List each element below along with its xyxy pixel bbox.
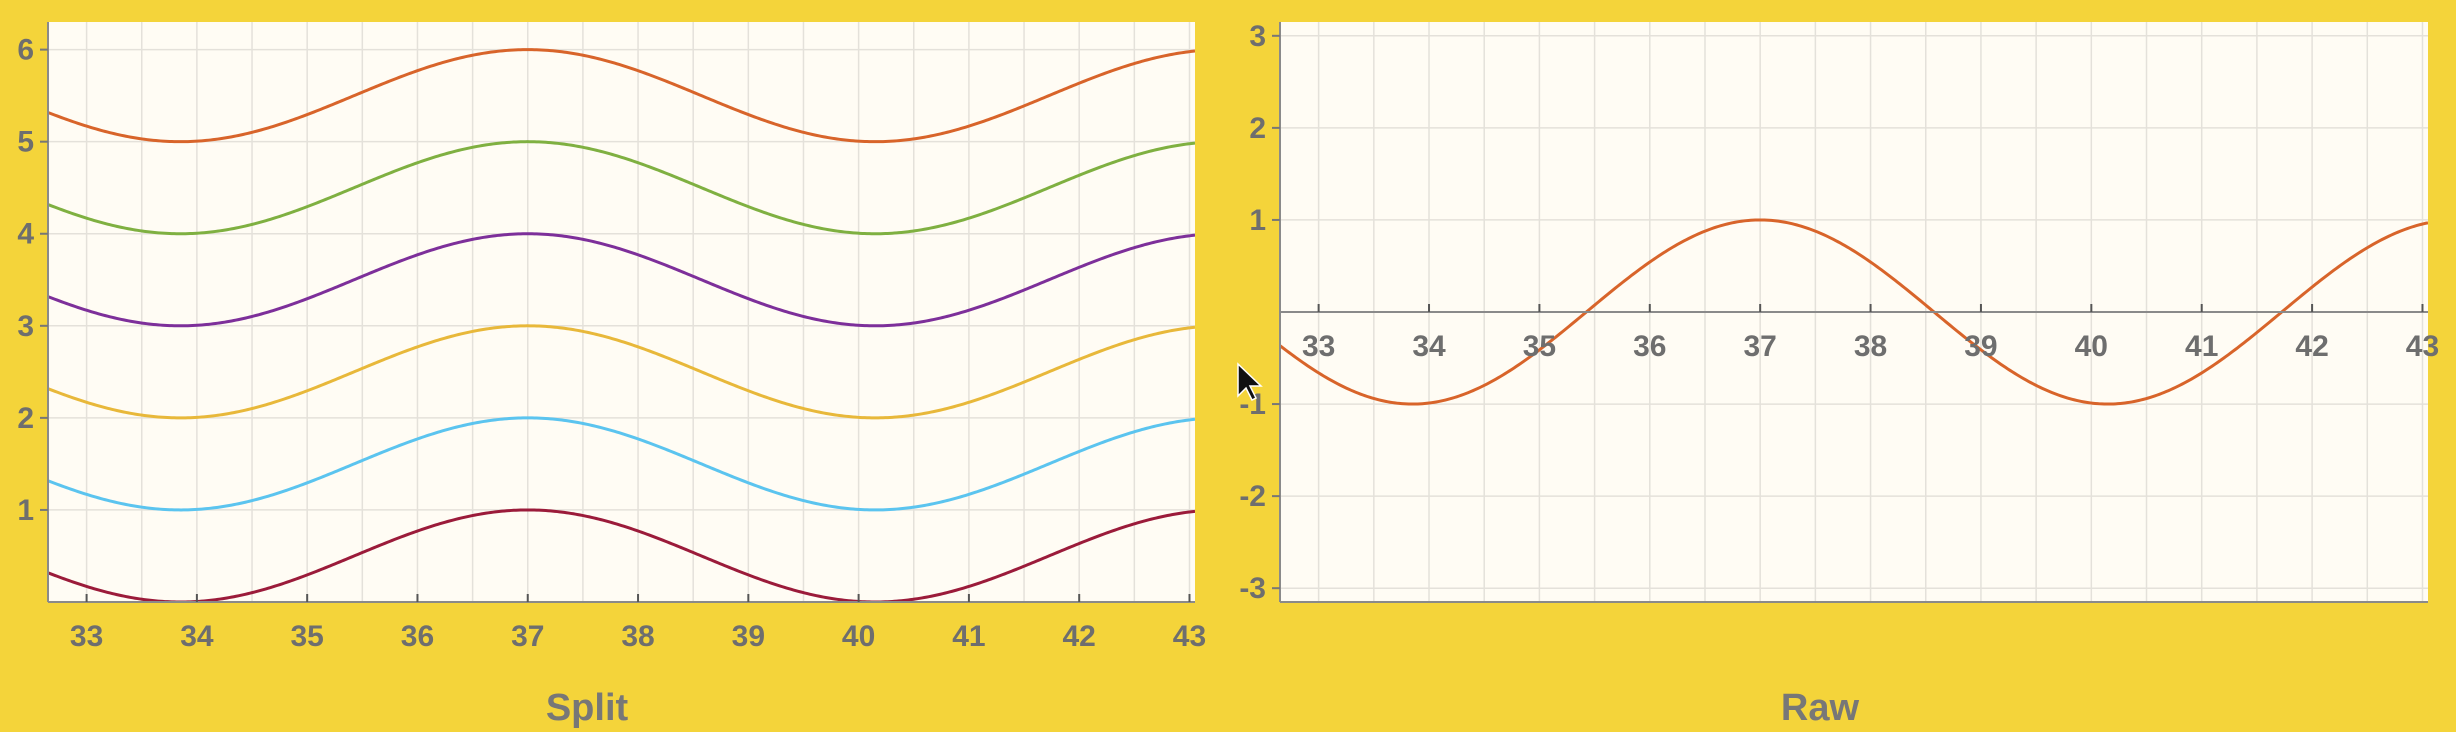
series-line-3 — [48, 232, 1195, 328]
y-tick-label: -3 — [1239, 572, 1266, 605]
x-tick-label: 34 — [180, 620, 214, 653]
y-tick-label: 6 — [17, 34, 34, 67]
y-tick-label: 5 — [17, 126, 34, 159]
x-tick-label: 40 — [842, 620, 875, 653]
chart-title: Raw — [1781, 687, 1860, 729]
x-tick-label: 33 — [1302, 330, 1335, 363]
y-tick-label: -2 — [1239, 480, 1266, 513]
mouse-pointer-icon — [1237, 362, 1263, 402]
series-line-0 — [1280, 218, 2428, 406]
y-tick-label: 1 — [17, 494, 34, 527]
chart-title: Split — [546, 687, 629, 729]
x-tick-label: 38 — [621, 620, 654, 653]
plot-area — [48, 22, 1195, 602]
x-tick-label: 38 — [1854, 330, 1887, 363]
x-tick-label: 35 — [290, 620, 323, 653]
x-tick-label: 36 — [401, 620, 434, 653]
y-tick-label: 3 — [1249, 20, 1266, 53]
x-tick-label: 42 — [1063, 620, 1096, 653]
y-tick-label: 3 — [17, 310, 34, 343]
x-tick-label: 35 — [1523, 330, 1556, 363]
x-tick-label: 41 — [952, 620, 985, 653]
x-tick-label: 34 — [1412, 330, 1446, 363]
x-tick-label: 39 — [732, 620, 765, 653]
x-tick-label: 42 — [2295, 330, 2328, 363]
y-tick-label: 4 — [17, 218, 34, 251]
x-tick-label: 40 — [2075, 330, 2108, 363]
y-tick-label: 1 — [1249, 204, 1266, 237]
y-tick-label: 2 — [1249, 112, 1266, 145]
y-tick-label: 2 — [17, 402, 34, 435]
x-tick-label: 37 — [511, 620, 544, 653]
grid-lines — [48, 22, 1195, 602]
x-tick-label: 39 — [1964, 330, 1997, 363]
series-line-1 — [48, 416, 1195, 512]
series-line-0 — [48, 508, 1195, 602]
x-tick-label: 43 — [1173, 620, 1206, 653]
x-tick-label: 36 — [1633, 330, 1666, 363]
x-tick-label: 43 — [2406, 330, 2439, 363]
series-line-4 — [48, 140, 1195, 236]
x-tick-label: 33 — [70, 620, 103, 653]
series-line-5 — [48, 48, 1195, 144]
x-tick-label: 41 — [2185, 330, 2218, 363]
x-tick-label: 37 — [1743, 330, 1776, 363]
series-line-2 — [48, 324, 1195, 420]
